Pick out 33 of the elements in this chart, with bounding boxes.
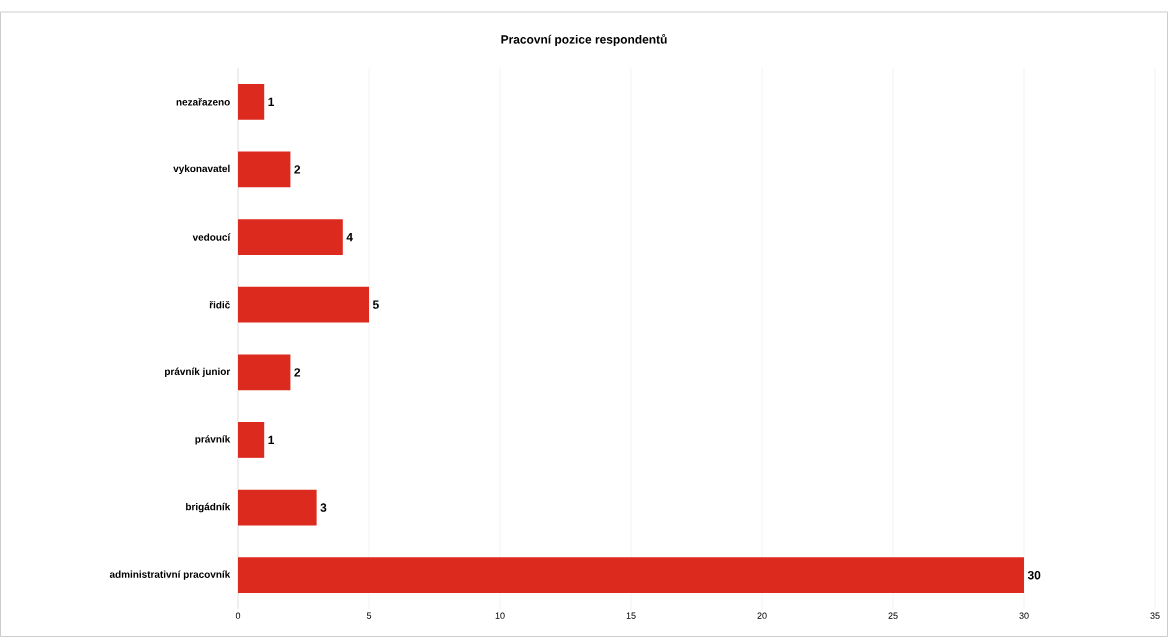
x-tick-label: 15 — [626, 612, 636, 619]
data-label: 1 — [268, 435, 275, 445]
x-tick-label: 30 — [1019, 612, 1029, 619]
x-tick-label: 35 — [1150, 612, 1160, 619]
y-tick-label: právník — [195, 435, 231, 445]
data-label: 3 — [320, 503, 327, 512]
bar — [238, 286, 370, 323]
x-tick-label: 10 — [495, 612, 505, 619]
bar — [238, 354, 291, 391]
chart-title: Pracovní pozice respondentů — [501, 33, 667, 47]
data-label: 4 — [346, 232, 353, 242]
bar — [238, 489, 317, 526]
y-tick-label: vykonavatel — [173, 164, 230, 175]
data-label: 5 — [372, 300, 379, 309]
y-tick-label: administrativní pracovník — [109, 570, 231, 580]
data-label: 30 — [1027, 570, 1041, 580]
x-tick-label: 5 — [366, 612, 372, 619]
x-tick-label: 20 — [757, 612, 767, 619]
y-tick-label: vedoucí — [192, 233, 231, 241]
x-tick-label: 25 — [888, 612, 898, 619]
data-label: 2 — [294, 368, 301, 377]
y-tick-label: nezařazeno — [176, 98, 230, 106]
bar — [238, 83, 265, 120]
bar — [238, 151, 291, 188]
bar — [238, 219, 343, 255]
y-tick-label: řidič — [209, 300, 230, 309]
y-tick-label: brigádník — [186, 502, 231, 513]
y-tick-label: právník junior — [165, 367, 231, 377]
data-label: 2 — [294, 165, 301, 174]
bar — [238, 422, 265, 458]
x-tick-label: 0 — [235, 612, 241, 619]
bar — [238, 557, 1025, 594]
data-label: 1 — [268, 97, 275, 106]
